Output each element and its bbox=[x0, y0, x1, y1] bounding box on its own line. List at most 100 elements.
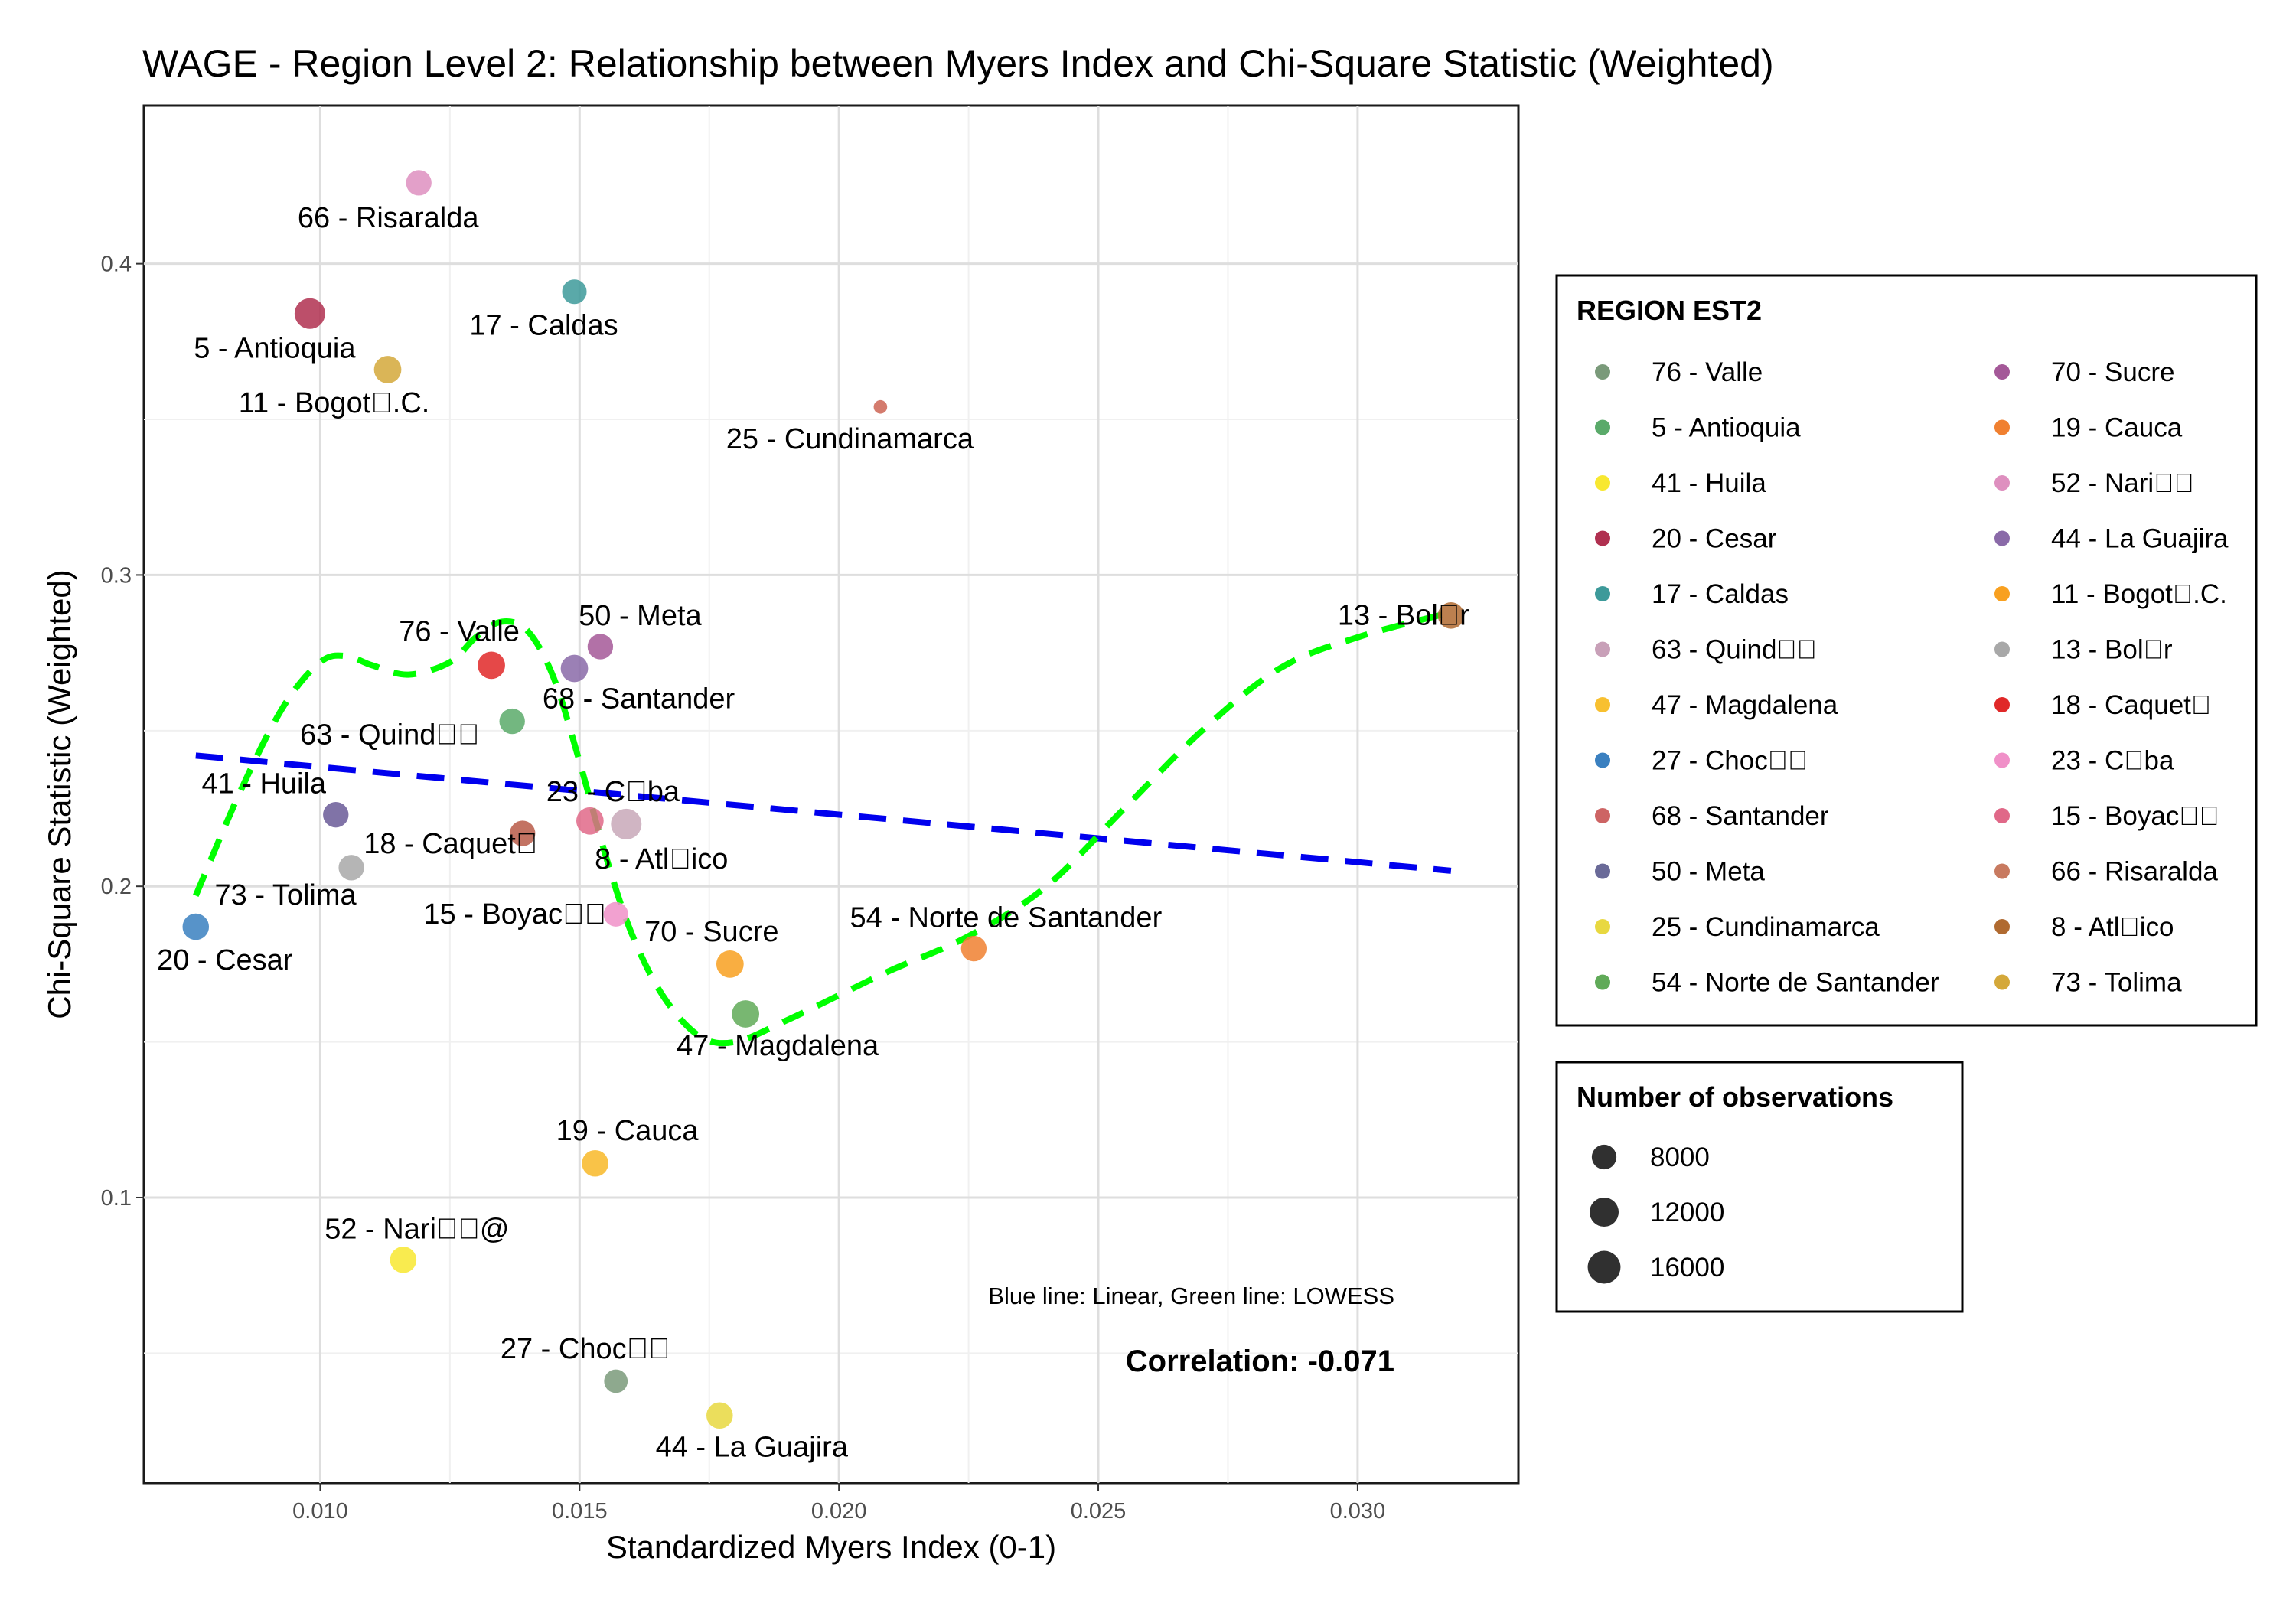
data-point bbox=[611, 808, 642, 839]
grid-lines bbox=[144, 106, 1518, 1483]
legend-region-label: 25 - Cundinamarca bbox=[1652, 912, 1880, 942]
legend-region-key bbox=[1595, 863, 1610, 879]
data-points bbox=[182, 170, 1465, 1429]
data-point bbox=[582, 1149, 608, 1177]
legend-region-key bbox=[1994, 752, 2010, 768]
x-axis-title: Standardized Myers Index (0-1) bbox=[606, 1529, 1056, 1565]
legend-region-label: 41 - Huila bbox=[1652, 468, 1766, 498]
legend-region-label: 66 - Risaralda bbox=[2051, 857, 2218, 887]
legend-region-key bbox=[1994, 919, 2010, 934]
data-point bbox=[732, 1000, 760, 1028]
y-tick-label: 0.2 bbox=[101, 875, 132, 899]
data-point bbox=[960, 935, 987, 962]
region-legend-entries: 76 - Valle 5 - Antioquia 41 - Huila 20 - Ce… bbox=[1595, 357, 2229, 998]
y-tick-label: 0.4 bbox=[101, 253, 132, 277]
legend-region-label: 50 - Meta bbox=[1652, 857, 1765, 887]
y-axis-title: Chi-Square Statistic (Weighted) bbox=[41, 569, 77, 1019]
point-label: 70 - Sucre bbox=[644, 916, 778, 948]
x-tick-label: 0.010 bbox=[292, 1499, 348, 1524]
data-point bbox=[603, 901, 628, 927]
fit-lines bbox=[193, 609, 1452, 1047]
legend-size-key bbox=[1591, 1144, 1617, 1170]
legend-region-key bbox=[1595, 530, 1610, 546]
legend-region-key bbox=[1595, 752, 1610, 768]
point-label: 13 - Bol r bbox=[1338, 599, 1469, 631]
data-point bbox=[576, 807, 604, 835]
legend-region-label: 70 - Sucre bbox=[2051, 357, 2174, 387]
data-point bbox=[716, 950, 744, 978]
data-point bbox=[587, 634, 614, 660]
legend-region-key bbox=[1595, 419, 1610, 435]
legend-region-key bbox=[1994, 863, 2010, 879]
legend-region-label: 54 - Norte de Santander bbox=[1652, 968, 1939, 998]
legend-region-label: 23 - C ba bbox=[2051, 746, 2174, 776]
data-point bbox=[560, 654, 589, 683]
data-point bbox=[406, 170, 432, 196]
point-label: 76 - Valle bbox=[399, 615, 520, 647]
point-label: 47 - Magdalena bbox=[677, 1030, 879, 1062]
legend-size-key bbox=[1587, 1250, 1621, 1284]
legend-region-label: 15 - Boyac   bbox=[2051, 801, 2219, 831]
legend-region-label: 17 - Caldas bbox=[1652, 579, 1789, 609]
legend-region-label: 47 - Magdalena bbox=[1652, 690, 1838, 720]
region-legend-title: REGION EST2 bbox=[1577, 295, 1762, 326]
legend-region-key bbox=[1994, 586, 2010, 601]
point-label: 27 - Choc   bbox=[501, 1333, 670, 1365]
legend-region-label: 63 - Quind   bbox=[1652, 635, 1817, 665]
legend-region-key bbox=[1994, 697, 2010, 712]
plot-panel bbox=[142, 104, 1520, 1485]
legend-region-label: 13 - Bol r bbox=[2051, 635, 2173, 665]
point-label: 41 - Huila bbox=[201, 768, 326, 800]
point-label: 68 - Santander bbox=[543, 683, 735, 715]
point-label: 25 - Cundinamarca bbox=[726, 423, 974, 455]
data-point bbox=[510, 820, 536, 846]
legend-region-key bbox=[1595, 586, 1610, 601]
legend-region-key bbox=[1994, 641, 2010, 657]
fit-lines-annotation: Blue line: Linear, Green line: LOWESS bbox=[988, 1283, 1394, 1309]
point-label: 15 - Boyac   bbox=[423, 898, 606, 931]
legend-region-key bbox=[1595, 641, 1610, 657]
legend-size-key bbox=[1589, 1197, 1619, 1227]
legend-region-key bbox=[1595, 919, 1610, 934]
legend-region-label: 68 - Santander bbox=[1652, 801, 1829, 831]
point-label: 5 - Antioquia bbox=[194, 333, 356, 365]
legend-region-key bbox=[1994, 974, 2010, 990]
legend-region-key bbox=[1994, 808, 2010, 823]
legend-region-key bbox=[1595, 974, 1610, 990]
point-label: 18 - Caquet  bbox=[364, 828, 537, 860]
chart-title: WAGE - Region Level 2: Relationship betw… bbox=[142, 42, 1774, 85]
y-tick-label: 0.3 bbox=[101, 563, 132, 588]
data-point bbox=[499, 708, 525, 735]
point-label: 44 - La Guajira bbox=[656, 1432, 849, 1464]
data-point bbox=[604, 1369, 628, 1393]
x-tick-label: 0.025 bbox=[1071, 1499, 1127, 1524]
data-point bbox=[182, 913, 210, 940]
point-label: 19 - Cauca bbox=[556, 1115, 700, 1147]
point-label: 50 - Meta bbox=[579, 600, 702, 632]
legend-region-label: 5 - Antioquia bbox=[1652, 413, 1801, 443]
point-label: 54 - Norte de Santander bbox=[850, 902, 1163, 934]
legend-region-label: 76 - Valle bbox=[1652, 357, 1763, 387]
data-point bbox=[323, 801, 349, 828]
size-legend-title: Number of observations bbox=[1577, 1081, 1893, 1113]
linear-fit-line bbox=[195, 752, 1452, 874]
point-label: 20 - Cesar bbox=[157, 944, 293, 976]
correlation-annotation: Correlation: -0.071 bbox=[1126, 1345, 1394, 1378]
legend-region-key bbox=[1994, 530, 2010, 546]
legend-region-label: 11 - Bogot .C. bbox=[2051, 579, 2227, 609]
legend-region-label: 52 - Nari   bbox=[2051, 468, 2194, 498]
data-point bbox=[338, 855, 364, 881]
legend-region-key bbox=[1595, 808, 1610, 823]
legend-size-label: 12000 bbox=[1650, 1198, 1724, 1227]
x-axis-ticks: 0.010 0.015 0.020 0.025 0.030 bbox=[292, 1483, 1385, 1524]
data-point bbox=[294, 298, 325, 329]
legend-region-key bbox=[1994, 364, 2010, 380]
point-labels: 66 - Risaralda 17 - Caldas 5 - Antioquia 11… bbox=[157, 202, 1469, 1464]
data-point bbox=[1437, 602, 1465, 629]
legend-region-label: 44 - La Guajira bbox=[2051, 524, 2229, 554]
legend-size-label: 8000 bbox=[1650, 1143, 1710, 1172]
size-legend-entries: 8000 12000 16000 bbox=[1587, 1143, 1724, 1284]
y-axis-ticks: 0.1 0.2 0.3 0.4 bbox=[101, 253, 144, 1211]
data-point bbox=[873, 399, 888, 414]
